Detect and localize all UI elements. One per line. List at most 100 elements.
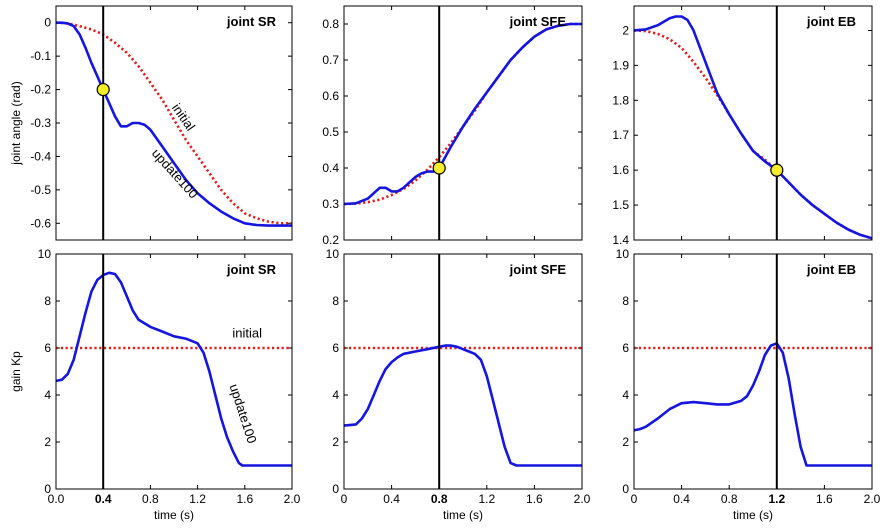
via-point-marker <box>432 161 446 175</box>
y-tick-label: -0.4 <box>30 149 51 163</box>
y-tick-label: 0.7 <box>322 53 339 67</box>
x-tick-label: 2.0 <box>284 492 301 506</box>
series-initial <box>56 21 292 225</box>
y-tick-label: 8 <box>622 294 629 308</box>
x-tick-label: 1.6 <box>236 492 253 506</box>
panel-title: joint SFE <box>509 14 567 29</box>
axes-frame <box>55 253 293 490</box>
y-tick-label: 10 <box>326 247 340 261</box>
x-tick-label: 1.2 <box>768 492 785 506</box>
y-tick-label: 6 <box>44 341 51 355</box>
x-tick-label: 1.2 <box>189 492 206 506</box>
panel-title: joint SR <box>226 262 277 277</box>
panel-title: joint EB <box>806 262 856 277</box>
y-tick-label: 0.3 <box>322 197 339 211</box>
via-point-marker <box>96 82 110 97</box>
y-tick-label: -0.3 <box>30 116 51 130</box>
y-tick-label: 2 <box>622 435 629 449</box>
line-label: initial <box>232 325 262 340</box>
x-axis-label: time (s) <box>443 508 483 522</box>
plot-area <box>634 342 872 467</box>
series-update100 <box>56 21 292 227</box>
y-tick-label: 8 <box>44 294 51 308</box>
y-tick-label: -0.6 <box>30 216 51 230</box>
axes-frame <box>633 5 873 241</box>
plot-area <box>56 21 292 227</box>
x-tick-label: 0.4 <box>673 492 690 506</box>
y-tick-label: 0 <box>332 482 339 496</box>
series-update100 <box>344 22 582 206</box>
x-tick-label: 0.4 <box>95 492 112 506</box>
axes-frame <box>55 5 293 241</box>
axes-frame <box>343 253 583 490</box>
chart-panel-3: 1.4 1.5 1.6 1.7 1.8 1.9 2 joint EB <box>612 5 873 247</box>
y-tick-label: 6 <box>332 341 339 355</box>
series-update100 <box>634 342 872 467</box>
y-tick-label: 4 <box>622 388 629 402</box>
y-tick-label: 1.5 <box>612 198 629 212</box>
panel-title: joint SFE <box>509 262 567 277</box>
panel-title: joint EB <box>806 14 856 29</box>
line-label: update100 <box>149 146 201 202</box>
chart-panel-2: 0.2 0.3 0.4 0.5 0.6 0.7 0.8 joint SFE <box>322 5 583 247</box>
y-axis-label: gain Kp <box>9 351 23 392</box>
plot-area <box>56 271 292 467</box>
chart-panel-4: 0 2 4 6 8 10 0.0 0.4 0.8 1.2 1.6 2.0 joint SR initial… <box>9 247 301 522</box>
x-tick-label: 1.6 <box>526 492 543 506</box>
series-update100 <box>634 15 872 240</box>
y-tick-label: 0.8 <box>322 17 339 31</box>
y-axis-label: joint angle (rad) <box>9 81 23 165</box>
chart-panel-5: 0 2 4 6 8 10 0 0.4 0.8 1.2 1.6 2.0 joint SFE time (s) <box>326 247 591 522</box>
x-tick-label: 2.0 <box>574 492 591 506</box>
y-tick-label: 0.4 <box>322 161 339 175</box>
plot-area <box>344 22 582 206</box>
y-tick-label: 0 <box>44 16 51 30</box>
line-label: update100 <box>227 382 260 445</box>
series-update100 <box>56 271 292 467</box>
x-tick-label: 0.4 <box>383 492 400 506</box>
x-tick-label: 1.2 <box>478 492 495 506</box>
x-tick-label: 0.0 <box>48 492 65 506</box>
x-tick-label: 2.0 <box>864 492 881 506</box>
y-tick-label: 4 <box>44 388 51 402</box>
y-tick-label: 0 <box>622 482 629 496</box>
y-tick-label: 4 <box>332 388 339 402</box>
chart-panel-6: 0 2 4 6 8 10 0 0.4 0.8 1.2 1.6 2.0 joint EB time (s) <box>616 247 881 522</box>
y-tick-label: 10 <box>616 247 630 261</box>
x-tick-label: 0.8 <box>142 492 159 506</box>
y-tick-label: 8 <box>332 294 339 308</box>
y-tick-label: 0.5 <box>322 125 339 139</box>
y-tick-label: 10 <box>38 247 52 261</box>
y-tick-label: 2 <box>44 435 51 449</box>
x-tick-label: 0.8 <box>431 492 448 506</box>
plot-area <box>634 15 872 240</box>
y-tick-label: -0.5 <box>30 183 51 197</box>
x-tick-label: 0.8 <box>721 492 738 506</box>
x-tick-label: 1.6 <box>816 492 833 506</box>
y-tick-label: 0.6 <box>322 89 339 103</box>
axes-frame <box>343 5 583 241</box>
y-tick-label: 0.2 <box>322 233 339 247</box>
series-update100 <box>344 344 582 467</box>
y-tick-label: -0.2 <box>30 83 51 97</box>
y-tick-label: 1.6 <box>612 163 629 177</box>
x-axis-label: time (s) <box>733 508 773 522</box>
x-tick-label: 0 <box>341 492 348 506</box>
y-tick-label: 6 <box>622 341 629 355</box>
series-initial <box>344 22 582 206</box>
x-tick-label: 0 <box>631 492 638 506</box>
y-tick-label: -0.1 <box>30 49 51 63</box>
series-initial <box>634 29 872 240</box>
y-tick-label: 2 <box>622 23 629 37</box>
via-point-marker <box>770 163 784 177</box>
y-tick-label: 1.8 <box>612 93 629 107</box>
y-tick-label: 1.7 <box>612 128 629 142</box>
axes-frame <box>633 253 873 490</box>
y-tick-label: 1.4 <box>612 233 629 247</box>
y-tick-label: 1.9 <box>612 58 629 72</box>
panel-title: joint SR <box>226 14 277 29</box>
x-axis-label: time (s) <box>154 508 194 522</box>
y-tick-label: 2 <box>332 435 339 449</box>
